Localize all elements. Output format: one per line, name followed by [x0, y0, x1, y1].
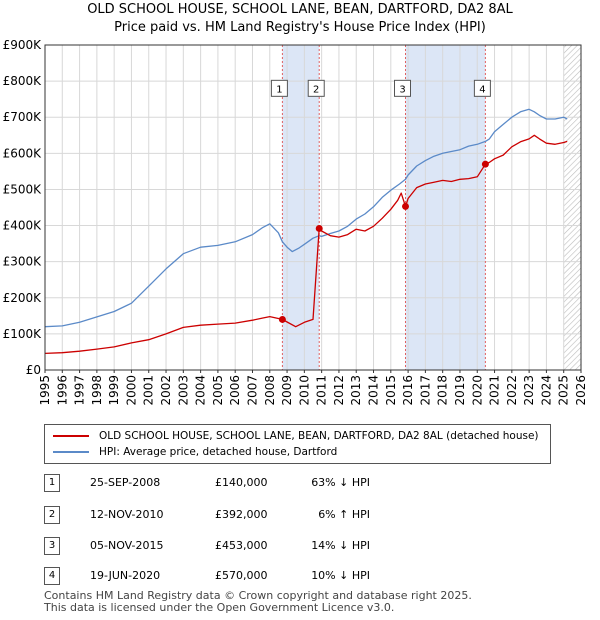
transaction-hpi: 6% ↑ HPI [318, 508, 370, 521]
x-tick-label: 2021 [488, 375, 502, 406]
transaction-price: £140,000 [215, 476, 268, 489]
chart-title-line2: Price paid vs. HM Land Registry's House … [114, 20, 486, 35]
x-tick-label: 2010 [297, 375, 311, 406]
property-series-line [45, 134, 568, 355]
legend-label-property: OLD SCHOOL HOUSE, SCHOOL LANE, BEAN, DAR… [99, 430, 539, 442]
x-tick-label: 2012 [332, 375, 346, 406]
transaction-number: 2 [44, 506, 60, 524]
sale-marker-box [270, 79, 288, 97]
x-tick-label: 2007 [245, 375, 259, 406]
transaction-date: 19-JUN-2020 [90, 569, 161, 582]
x-tick-label: 2017 [418, 375, 432, 406]
x-tick-label: 2006 [228, 375, 242, 406]
x-tick-label: 2013 [349, 375, 363, 406]
y-tick-label: £100K [3, 327, 43, 341]
x-tick-label: 2011 [315, 375, 329, 406]
x-tick-label: 1996 [55, 375, 69, 406]
sale-marker-label: 2 [313, 84, 319, 95]
y-tick-label: £900K [3, 38, 43, 52]
forecast-hatch [563, 45, 581, 370]
y-tick-label: £400K [3, 219, 43, 233]
x-tick-label: 2000 [124, 375, 138, 406]
y-tick-label: £500K [3, 182, 43, 196]
transaction-price: £392,000 [215, 508, 268, 521]
y-tick-label: £800K [3, 74, 43, 88]
y-tick-label: £700K [3, 110, 43, 124]
x-tick-label: 2004 [194, 375, 208, 406]
sale-point [402, 202, 410, 210]
y-tick-label: £300K [3, 255, 43, 269]
price-chart: 1 2 3 4 £0 £100K £200K £300K £400K £500K £600K £700… [3, 38, 588, 406]
transaction-hpi: 63% ↓ HPI [311, 476, 370, 489]
sale-marker-box [394, 79, 412, 97]
footer-licence: This data is licensed under the Open Gov… [44, 601, 395, 614]
x-tick-label: 2023 [522, 375, 536, 406]
x-tick-label: 2002 [159, 375, 173, 406]
transaction-number: 4 [44, 567, 60, 585]
x-tick-label: 1997 [73, 375, 87, 406]
legend-swatch-red [53, 435, 89, 437]
chart-title-line1: OLD SCHOOL HOUSE, SCHOOL LANE, BEAN, DAR… [87, 2, 513, 17]
sale-point [481, 160, 489, 168]
sale-marker-box [473, 79, 491, 97]
x-tick-label: 2019 [453, 375, 467, 406]
legend-swatch-blue [53, 451, 89, 453]
x-tick-label: 2009 [280, 375, 294, 406]
sale-point [278, 315, 286, 323]
transaction-date: 25-SEP-2008 [90, 476, 161, 489]
y-tick-label: £0 [26, 363, 41, 377]
x-tick-label: 2005 [211, 375, 225, 406]
hpi-series-line [45, 108, 568, 328]
sale-marker-label: 3 [399, 84, 405, 95]
x-tick-label: 2024 [539, 375, 553, 406]
footer-copyright: Contains HM Land Registry data © Crown c… [44, 589, 472, 602]
x-tick-label: 1998 [90, 375, 104, 406]
x-tick-label: 2018 [436, 375, 450, 406]
shaded-range [405, 45, 486, 370]
transaction-price: £570,000 [215, 569, 268, 582]
transaction-hpi: 14% ↓ HPI [311, 539, 370, 552]
x-tick-label: 2001 [142, 375, 156, 406]
transaction-number: 3 [44, 537, 60, 555]
x-tick-label: 1995 [38, 375, 52, 406]
x-tick-label: 2003 [176, 375, 190, 406]
transaction-price: £453,000 [215, 539, 268, 552]
x-tick-label: 2025 [557, 375, 571, 406]
x-tick-label: 1999 [107, 375, 121, 406]
y-tick-label: £200K [3, 291, 43, 305]
series-group [45, 108, 568, 355]
x-tick-label: 2014 [367, 375, 381, 406]
sale-point [315, 224, 323, 232]
x-tick-label: 2026 [574, 375, 588, 406]
transaction-date: 05-NOV-2015 [90, 539, 164, 552]
sale-marker-label: 4 [479, 84, 485, 95]
transaction-row: 2 12-NOV-2010 £392,000 6% ↑ HPI [0, 506, 600, 528]
y-tick-label: £600K [3, 146, 43, 160]
x-tick-label: 2016 [401, 375, 415, 406]
sale-marker-label: 1 [276, 84, 282, 95]
transaction-row: 1 25-SEP-2008 £140,000 63% ↓ HPI [0, 474, 600, 496]
plot-border [44, 44, 582, 371]
chart-legend: OLD SCHOOL HOUSE, SCHOOL LANE, BEAN, DAR… [44, 424, 551, 464]
transaction-number: 1 [44, 474, 60, 492]
sale-marker-box [307, 79, 325, 97]
transaction-row: 3 05-NOV-2015 £453,000 14% ↓ HPI [0, 537, 600, 559]
x-tick-label: 2015 [384, 375, 398, 406]
x-tick-label: 2020 [470, 375, 484, 406]
x-tick-label: 2022 [505, 375, 519, 406]
transaction-hpi: 10% ↓ HPI [311, 569, 370, 582]
transaction-row: 4 19-JUN-2020 £570,000 10% ↓ HPI [0, 567, 600, 589]
legend-label-hpi: HPI: Average price, detached house, Dart… [99, 446, 338, 458]
transaction-date: 12-NOV-2010 [90, 508, 164, 521]
x-tick-label: 2008 [263, 375, 277, 406]
